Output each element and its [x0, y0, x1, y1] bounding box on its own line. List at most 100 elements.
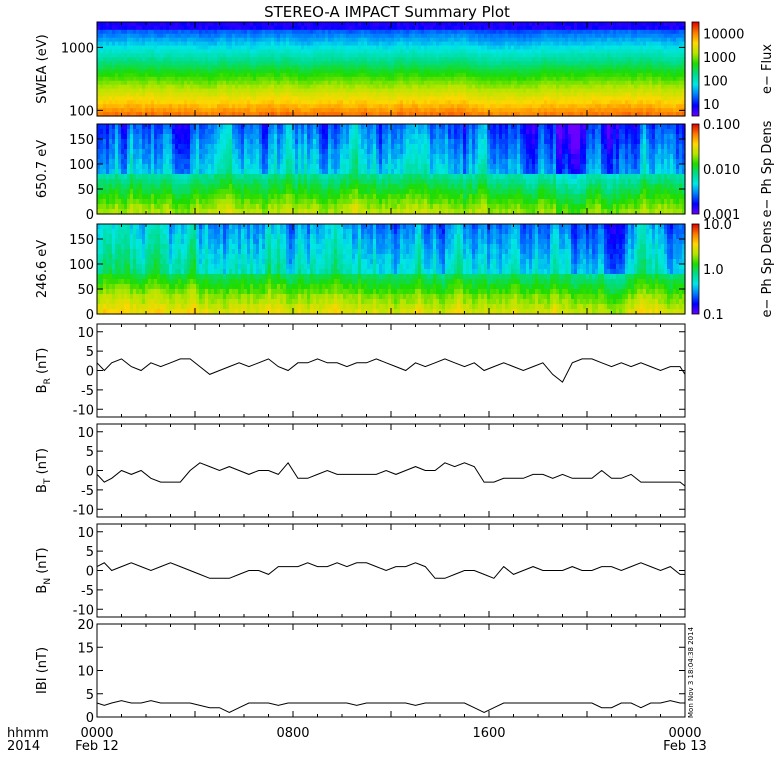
heatmap-cell	[430, 49, 434, 54]
heatmap-cell	[373, 108, 377, 113]
heatmap-cell	[115, 69, 119, 74]
heatmap-cell	[118, 65, 122, 70]
heatmap-cell	[601, 76, 605, 82]
heatmap-cell	[532, 76, 536, 82]
heatmap-cell	[127, 76, 131, 82]
heatmap-cell	[226, 108, 230, 113]
heatmap-cell	[580, 72, 584, 78]
heatmap-cell	[124, 49, 128, 54]
heatmap-cell	[643, 22, 647, 27]
heatmap-cell	[256, 88, 260, 94]
heatmap-cell	[106, 65, 110, 70]
heatmap-cell	[577, 80, 581, 86]
heatmap-cell	[382, 88, 386, 94]
heatmap-cell	[292, 108, 296, 113]
heatmap-cell	[172, 84, 176, 90]
heatmap-cell	[478, 29, 482, 35]
heatmap-cell	[205, 88, 209, 94]
heatmap-cell	[124, 88, 128, 94]
heatmap-cell	[355, 88, 359, 94]
heatmap-cell	[187, 45, 191, 51]
heatmap-cell	[133, 65, 137, 70]
heatmap-cell	[148, 53, 152, 58]
heatmap-cell	[661, 22, 665, 27]
heatmap-cell	[577, 33, 581, 39]
heatmap-cell	[163, 69, 167, 74]
heatmap-cell	[664, 41, 668, 47]
heatmap-cell	[190, 29, 194, 35]
heatmap-cell	[148, 88, 152, 94]
heatmap-cell	[202, 29, 206, 35]
heatmap-cell	[115, 104, 119, 109]
heatmap-cell	[478, 108, 482, 113]
heatmap-cell	[193, 61, 197, 66]
heatmap-cell	[289, 49, 293, 54]
heatmap-cell	[505, 92, 509, 98]
heatmap-cell	[208, 25, 212, 31]
heatmap-cell	[154, 84, 158, 90]
heatmap-cell	[106, 194, 110, 200]
heatmap-cell	[610, 25, 614, 31]
heatmap-cell	[187, 22, 191, 27]
heatmap-cell	[598, 22, 602, 27]
heatmap-cell	[616, 80, 620, 86]
heatmap-cell	[376, 92, 380, 98]
heatmap-cell	[265, 37, 269, 43]
heatmap-cell	[121, 76, 125, 82]
heatmap-cell	[325, 41, 329, 47]
heatmap-cell	[562, 65, 566, 70]
heatmap-cell	[487, 96, 491, 101]
heatmap-cell	[214, 72, 218, 78]
heatmap-cell	[208, 49, 212, 54]
heatmap-cell	[346, 88, 350, 94]
heatmap-cell	[262, 92, 266, 98]
heatmap-cell	[343, 96, 347, 101]
heatmap-cell	[430, 57, 434, 62]
heatmap-cell	[454, 72, 458, 78]
heatmap-cell	[508, 41, 512, 47]
heatmap-cell	[196, 33, 200, 39]
heatmap-cell	[319, 22, 323, 27]
heatmap-cell	[646, 100, 650, 105]
heatmap-cell	[604, 92, 608, 98]
heatmap-cell	[589, 104, 593, 109]
heatmap-cell	[139, 65, 143, 70]
heatmap-cell	[640, 33, 644, 39]
heatmap-cell	[217, 25, 221, 31]
heatmap-cell	[508, 37, 512, 43]
heatmap-cell	[226, 80, 230, 86]
heatmap-cell	[679, 25, 683, 31]
heatmap-cell	[235, 57, 239, 62]
heatmap-cell	[331, 96, 335, 101]
heatmap-cell	[112, 76, 116, 82]
heatmap-cell	[226, 72, 230, 78]
heatmap-cell	[256, 41, 260, 47]
heatmap-cell	[496, 96, 500, 101]
heatmap-cell	[355, 72, 359, 78]
heatmap-cell	[490, 108, 494, 113]
heatmap-cell	[604, 37, 608, 43]
heatmap-cell	[100, 159, 104, 165]
heatmap-cell	[433, 104, 437, 109]
heatmap-cell	[208, 57, 212, 62]
heatmap-cell	[322, 76, 326, 82]
heatmap-cell	[304, 61, 308, 66]
heatmap-cell	[262, 112, 266, 117]
heatmap-cell	[472, 29, 476, 35]
heatmap-cell	[205, 22, 209, 27]
heatmap-cell	[520, 61, 524, 66]
heatmap-cell	[472, 76, 476, 82]
heatmap-cell	[568, 41, 572, 47]
heatmap-cell	[160, 96, 164, 101]
heatmap-cell	[637, 53, 641, 58]
heatmap-cell	[190, 25, 194, 31]
heatmap-cell	[559, 76, 563, 82]
heatmap-cell	[136, 108, 140, 113]
heatmap-cell	[100, 104, 104, 109]
heatmap-cell	[286, 53, 290, 58]
heatmap-cell	[397, 100, 401, 105]
heatmap-cell	[346, 96, 350, 101]
heatmap-cell	[556, 25, 560, 31]
heatmap-cell	[157, 29, 161, 35]
heatmap-cell	[112, 104, 116, 109]
